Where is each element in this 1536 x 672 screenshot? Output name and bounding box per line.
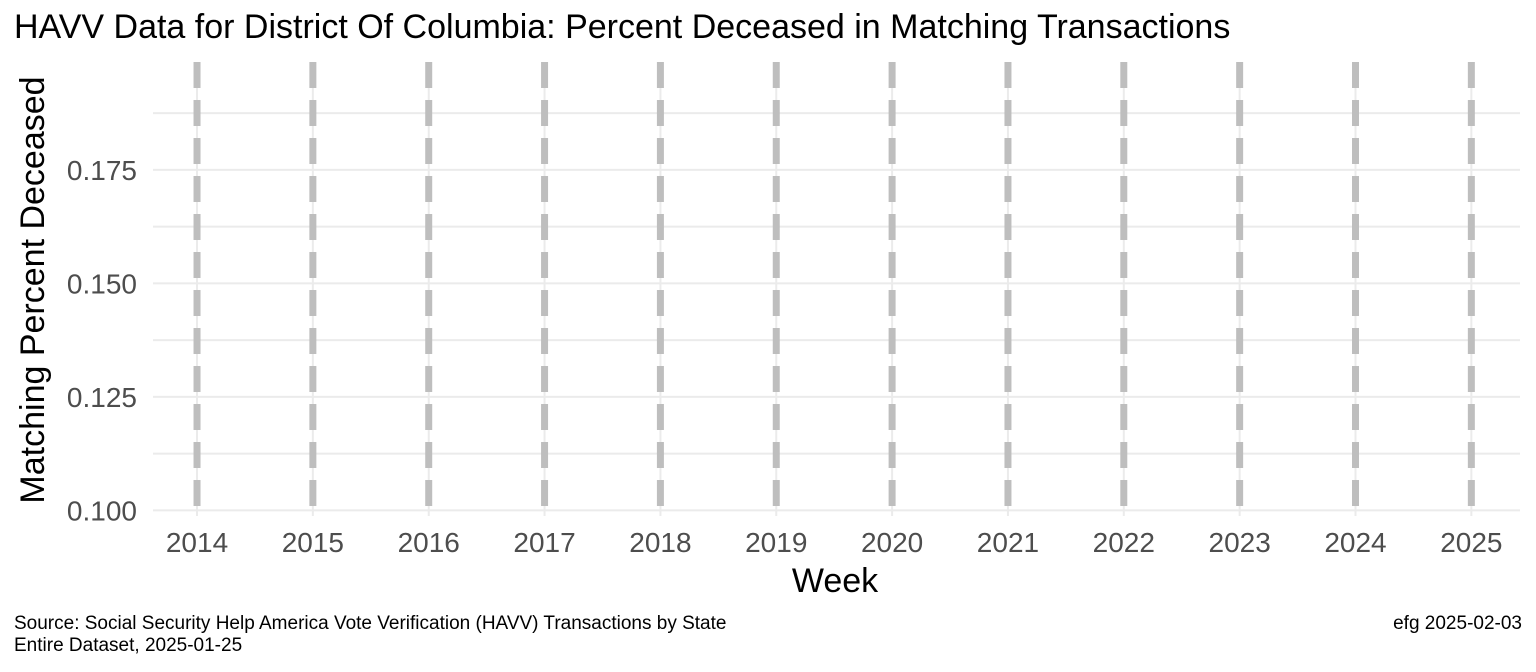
caption-source-line: Source: Social Security Help America Vot… — [14, 613, 727, 634]
y-tick-label: 0.125 — [67, 382, 137, 413]
x-tick-label: 2018 — [629, 527, 691, 558]
x-tick-label: 2021 — [977, 527, 1039, 558]
grid-lines — [153, 62, 1520, 516]
x-tick-label: 2020 — [861, 527, 923, 558]
x-tick-label: 2024 — [1324, 527, 1386, 558]
caption-source: Source: Social Security Help America Vot… — [14, 613, 726, 657]
x-axis-label: Week — [792, 562, 879, 600]
x-tick-label: 2014 — [166, 527, 228, 558]
x-tick-labels: 2014 2015 2016 2017 2018 2019 2020 2021 2022 2023… — [166, 527, 1503, 558]
y-tick-label: 0.175 — [67, 155, 137, 186]
y-tick-label: 0.100 — [67, 495, 137, 526]
y-tick-label: 0.150 — [67, 268, 137, 299]
x-tick-label: 2023 — [1209, 527, 1271, 558]
x-tick-label: 2017 — [513, 527, 575, 558]
x-tick-label: 2025 — [1440, 527, 1502, 558]
caption-dataset-line: Entire Dataset, 2025-01-25 — [14, 635, 243, 656]
caption-author: efg 2025-02-03 — [1393, 613, 1522, 634]
y-tick-labels: 0.100 0.125 0.150 0.175 — [67, 155, 137, 527]
year-start-lines — [193, 62, 1475, 516]
y-axis-label: Matching Percent Deceased — [14, 76, 52, 503]
x-tick-label: 2015 — [282, 527, 344, 558]
chart-title: HAVV Data for District Of Columbia: Perc… — [14, 8, 1231, 46]
x-tick-label: 2022 — [1093, 527, 1155, 558]
x-tick-label: 2019 — [745, 527, 807, 558]
x-tick-label: 2016 — [398, 527, 460, 558]
